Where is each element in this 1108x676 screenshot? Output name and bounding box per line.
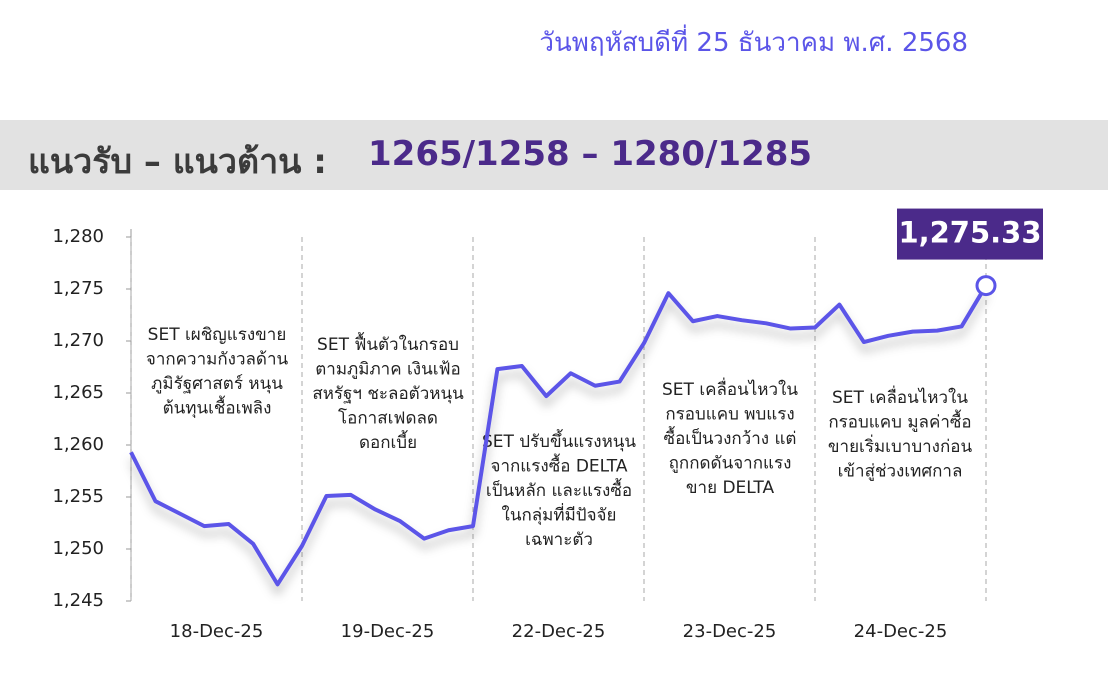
annotation: SET เคลื่อนไหวใน xyxy=(832,385,968,408)
annotation: ดอกเบี้ย xyxy=(359,430,417,453)
annotation: เฉพาะตัว xyxy=(525,530,593,550)
annotation: จากแรงซื้อ DELTA xyxy=(491,454,628,477)
annotation: โอกาสเฟดลด xyxy=(338,408,438,429)
annotation: ถูกกดดันจากแรง xyxy=(669,454,792,474)
annotation: เข้าสู่ช่วงเทศกาล xyxy=(838,462,963,482)
annotation: ซื้อเป็นวงกว้าง แต่ xyxy=(664,426,797,449)
header-band: แนวรับ – แนวต้าน : 1265/1258 – 1280/1285 xyxy=(0,120,1108,190)
highlight-point xyxy=(975,275,997,297)
y-tick-label: 1,260 xyxy=(52,434,104,455)
date: วันพฤหัสบดีที่ 25 ธันวาคม พ.ศ. 2568 xyxy=(539,28,968,58)
header-levels: 1265/1258 – 1280/1285 xyxy=(368,134,813,174)
x-tick-label: 18-Dec-25 xyxy=(170,621,264,642)
annotation: SET ฟื้นตัวในกรอบ xyxy=(317,332,459,355)
y-tick-label: 1,280 xyxy=(52,226,104,247)
annotation: สหรัฐฯ ชะลอตัวหนุน xyxy=(312,384,464,404)
x-tick-label: 23-Dec-25 xyxy=(683,621,777,642)
annotation: ภูมิรัฐศาสตร์ หนุน xyxy=(151,374,283,394)
annotation: เป็นหลัก และแรงซื้อ xyxy=(486,478,632,501)
y-tick-label: 1,245 xyxy=(52,590,104,611)
annotation: ขายเริ่มเบาบางก่อน xyxy=(828,434,973,457)
y-tick-label: 1,250 xyxy=(52,538,104,559)
annotation: จากความกังวลด้าน xyxy=(146,350,289,370)
annotation: SET เผชิญแรงขาย xyxy=(148,325,287,345)
annotation: ในกลุ่มที่มีปัจจัย xyxy=(502,503,617,526)
annotation: กรอบแคบ พบแรง xyxy=(665,405,794,425)
y-tick-label: 1,270 xyxy=(52,330,104,351)
x-tick-label: 19-Dec-25 xyxy=(341,621,435,642)
y-tick-label: 1,275 xyxy=(52,278,104,299)
annotation: ขาย DELTA xyxy=(686,478,775,498)
header-title: แนวรับ – แนวต้าน : xyxy=(28,142,327,182)
value-label: 1,275.33 xyxy=(898,216,1041,250)
annotation: กรอบแคบ มูลค่าซื้อ xyxy=(828,410,971,433)
annotation: SET ปรับขึ้นแรงหนุน xyxy=(482,429,636,452)
annotation: ตามภูมิภาค เงินเฟ้อ xyxy=(315,360,461,380)
x-tick-label: 22-Dec-25 xyxy=(512,621,606,642)
annotation: ต้นทุนเชื้อเพลิง xyxy=(163,396,272,419)
y-tick-label: 1,265 xyxy=(52,382,104,403)
series-line xyxy=(129,284,988,587)
y-tick-label: 1,255 xyxy=(52,486,104,507)
x-tick-label: 24-Dec-25 xyxy=(854,621,948,642)
value-callout xyxy=(897,208,1043,260)
annotation: SET เคลื่อนไหวใน xyxy=(662,377,798,400)
